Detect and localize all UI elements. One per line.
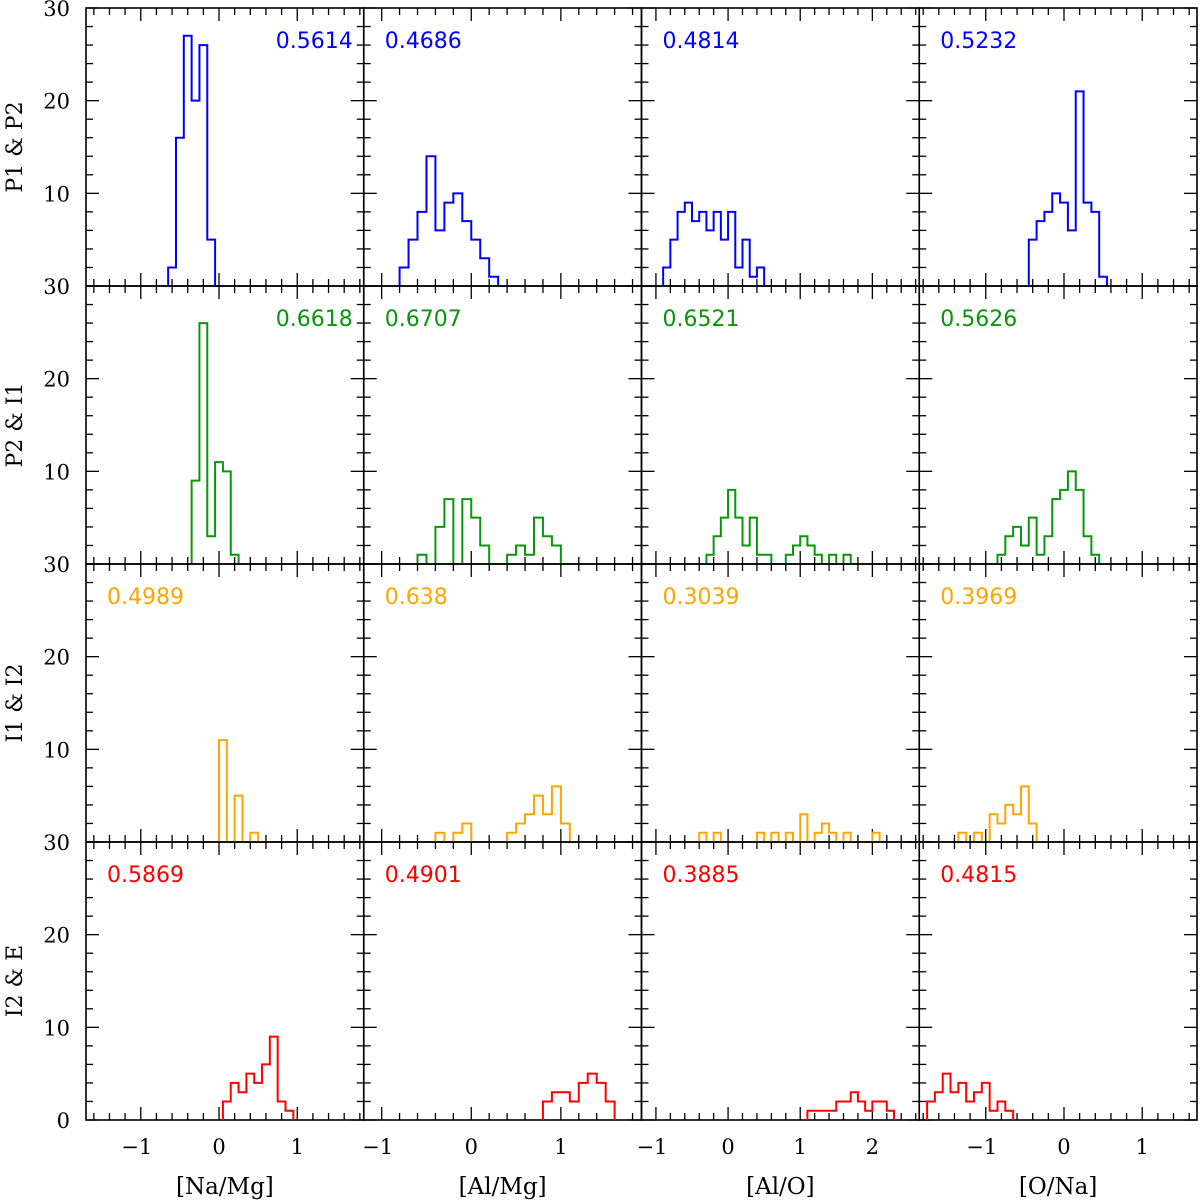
- x-axis-label: [O/Na]: [1019, 1174, 1097, 1200]
- y-tick-label: 0: [57, 1109, 70, 1133]
- y-tick-label: 10: [43, 1016, 70, 1040]
- correlation-value: 0.4989: [107, 585, 184, 610]
- x-tick-label: −1: [636, 1135, 667, 1159]
- histogram-outline: [705, 488, 852, 564]
- correlation-value: 0.5614: [276, 29, 353, 54]
- x-axis-label: [Al/Mg]: [459, 1174, 547, 1200]
- correlation-value: 0.3885: [663, 863, 740, 888]
- y-tick-label: 10: [43, 182, 70, 206]
- panel-r3-c3: [918, 841, 1198, 1121]
- y-tick-label: 10: [43, 460, 70, 484]
- histogram-outline: [926, 1072, 1015, 1120]
- correlation-value: 0.4814: [663, 29, 740, 54]
- histogram-outline: [167, 34, 223, 287]
- x-tick-label: −1: [966, 1135, 997, 1159]
- y-tick-label: 30: [43, 275, 70, 299]
- x-tick-label: 0: [465, 1135, 478, 1159]
- correlation-value: 0.5232: [940, 29, 1017, 54]
- x-tick-label: −1: [121, 1135, 152, 1159]
- histogram-outline: [398, 155, 500, 286]
- x-tick-label: 1: [554, 1135, 567, 1159]
- correlation-value: 0.6707: [385, 307, 462, 332]
- correlation-value: 0.3969: [940, 585, 1017, 610]
- correlation-value: 0.6521: [663, 307, 740, 332]
- y-tick-label: 20: [43, 90, 70, 114]
- correlation-value: 0.6618: [276, 307, 353, 332]
- correlation-value: 0.4815: [940, 863, 1017, 888]
- histogram-outline: [1027, 90, 1109, 286]
- y-tick-label: 30: [43, 831, 70, 855]
- y-tick-label: 20: [43, 368, 70, 392]
- x-tick-label: 2: [866, 1135, 879, 1159]
- histogram-outline: [698, 813, 881, 842]
- histogram-outline: [541, 1072, 616, 1120]
- correlation-value: 0.638: [385, 585, 448, 610]
- correlation-value: 0.5626: [940, 307, 1017, 332]
- y-tick-label: 20: [43, 924, 70, 948]
- histogram-outline: [434, 785, 571, 842]
- x-tick-label: 1: [1136, 1135, 1149, 1159]
- row-label: P2 & I1: [3, 382, 28, 467]
- x-tick-label: 1: [291, 1135, 304, 1159]
- histogram-outline: [221, 1035, 295, 1120]
- histogram-outline: [957, 785, 1038, 842]
- x-tick-label: 0: [721, 1135, 734, 1159]
- histogram-outline: [218, 739, 260, 842]
- x-axis-label: [Na/Mg]: [176, 1174, 274, 1200]
- y-tick-label: 20: [43, 646, 70, 670]
- correlation-value: 0.4686: [385, 29, 462, 54]
- y-tick-label: 30: [43, 553, 70, 577]
- x-tick-label: −1: [362, 1135, 393, 1159]
- panel-frame: [918, 841, 1198, 1121]
- histogram-outline: [996, 470, 1101, 564]
- histogram-outline: [416, 498, 562, 564]
- x-tick-label: 0: [212, 1135, 225, 1159]
- panel-r0-c2: [640, 7, 921, 287]
- histogram-outline: [662, 201, 772, 287]
- histogram-outline: [806, 1091, 895, 1120]
- correlation-value: 0.3039: [663, 585, 740, 610]
- row-label: I1 & I2: [3, 664, 28, 743]
- row-label: P1 & P2: [3, 101, 28, 192]
- histogram-outline: [190, 322, 240, 564]
- row-label: I2 & E: [3, 945, 28, 1017]
- x-axis-label: [Al/O]: [746, 1174, 815, 1200]
- y-tick-label: 30: [43, 0, 70, 21]
- x-tick-label: 1: [794, 1135, 807, 1159]
- correlation-value: 0.5869: [107, 863, 184, 888]
- correlation-value: 0.4901: [385, 863, 462, 888]
- y-tick-label: 10: [43, 738, 70, 762]
- x-tick-label: 0: [1057, 1135, 1070, 1159]
